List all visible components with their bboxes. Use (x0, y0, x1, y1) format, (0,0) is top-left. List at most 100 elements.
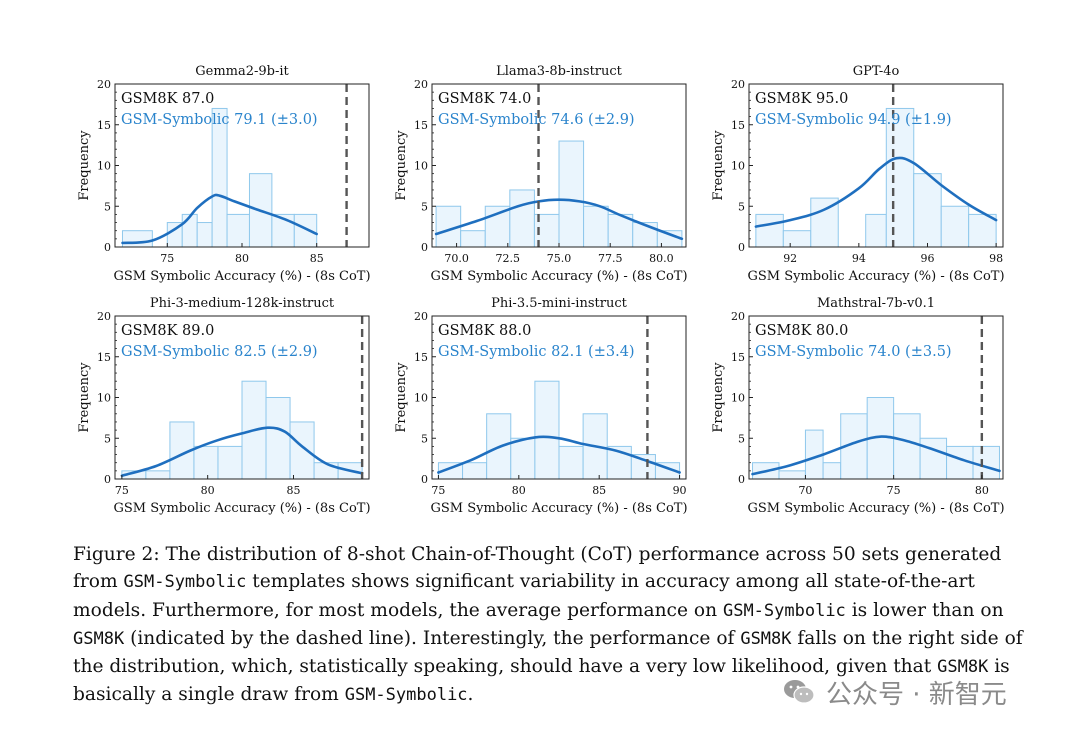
x-tick-label: 75 (431, 484, 445, 497)
watermark: 公众号 · 新智元 (782, 672, 1007, 712)
y-tick-label: 20 (97, 78, 111, 91)
histogram-panel: 0 5 10 15 20 75 80 85 90 Phi-3.5-mini-instruct GSM… (394, 296, 688, 516)
histogram-bar (755, 213, 784, 248)
histogram-panel: 0 5 10 15 20 92 94 96 98 GPT-4o GSM Symbolic Accur… (711, 64, 1005, 284)
histogram-bar (534, 380, 560, 480)
histogram-bar (913, 173, 942, 248)
histogram-bar (558, 445, 584, 480)
x-tick-label: 92 (783, 252, 797, 265)
x-tick-label: 80 (201, 484, 215, 497)
wechat-icon (784, 680, 815, 704)
gsm-symbolic-annotation: GSM-Symbolic 79.1 (±3.0) (121, 112, 318, 128)
caption-code: GSM8K (740, 628, 792, 649)
y-tick-label: 0 (421, 241, 428, 254)
caption-code: GSM-Symbolic (722, 600, 846, 621)
y-tick-label: 10 (97, 160, 111, 173)
histogram-bar (265, 397, 291, 480)
kde-curve (121, 193, 318, 245)
x-tick-label: 70 (798, 484, 812, 497)
x-axis-label: GSM Symbolic Accuracy (%) - (8s CoT) (113, 501, 370, 516)
histogram-bar (462, 462, 488, 480)
y-axis-label: Frequency (394, 362, 409, 433)
kde-curve (754, 156, 998, 228)
chart-title: Phi-3.5-mini-instruct (491, 296, 627, 311)
y-tick-label: 20 (731, 78, 745, 91)
y-tick-label: 5 (104, 200, 111, 213)
gsm8k-annotation: GSM8K 87.0 (121, 91, 214, 107)
histogram-bar (940, 205, 970, 248)
caption-text: is basically a single draw from (73, 656, 1010, 706)
x-tick-label: 75 (887, 484, 901, 497)
x-axis-label: GSM Symbolic Accuracy (%) - (8s CoT) (113, 269, 370, 284)
kde-curve (434, 198, 684, 241)
histogram-bar (885, 107, 915, 248)
figure-caption: Figure 2: The distribution of 8-shot Cha… (73, 541, 1023, 710)
y-tick-label: 0 (421, 473, 428, 486)
histogram-bar (782, 230, 812, 248)
histogram-panel: 0 5 10 15 20 70 75 80 Mathstral-7b-v0.1 GSM Symbo… (711, 296, 1005, 516)
caption-code: GSM-Symbolic (344, 685, 468, 706)
y-tick-label: 0 (738, 473, 745, 486)
caption-text: falls on the right side of the distribut… (73, 627, 1023, 678)
y-tick-label: 20 (731, 310, 745, 323)
caption-code: GSM8K (937, 657, 989, 678)
y-axis-label: Frequency (394, 130, 409, 201)
gsm8k-annotation: GSM8K 95.0 (755, 91, 848, 107)
histogram-bar (509, 189, 535, 248)
chart-title: Gemma2-9b-it (195, 64, 289, 79)
y-axis-label: Frequency (711, 130, 726, 201)
histogram-bar (810, 197, 839, 248)
y-tick-label: 10 (414, 392, 428, 405)
kde-curve (751, 435, 1001, 476)
y-axis-label: Frequency (77, 130, 92, 201)
histogram-bar (630, 454, 656, 480)
x-tick-label: 98 (989, 252, 1003, 265)
x-axis-label: GSM Symbolic Accuracy (%) - (8s CoT) (747, 269, 1004, 284)
y-tick-label: 20 (414, 78, 428, 91)
caption-text: . (467, 684, 474, 706)
y-axis-label: Frequency (711, 362, 726, 433)
x-tick-label: 75.0 (547, 252, 572, 265)
x-tick-label: 85 (286, 484, 300, 497)
y-tick-label: 15 (414, 119, 428, 132)
histogram-bar (865, 213, 887, 248)
y-tick-label: 15 (731, 351, 745, 364)
y-tick-label: 20 (97, 310, 111, 323)
y-tick-label: 10 (97, 392, 111, 405)
gsm-symbolic-annotation: GSM-Symbolic 82.1 (±3.4) (438, 344, 635, 360)
x-axis-label: GSM Symbolic Accuracy (%) - (8s CoT) (430, 501, 687, 516)
gsm8k-annotation: GSM8K 88.0 (438, 323, 531, 339)
histogram-bar (196, 222, 213, 248)
x-tick-label: 85 (310, 252, 324, 265)
kde-curve (120, 426, 364, 477)
gsm8k-annotation: GSM8K 74.0 (438, 91, 531, 107)
gsm-symbolic-annotation: GSM-Symbolic 82.5 (±2.9) (121, 344, 318, 360)
y-tick-label: 5 (421, 200, 428, 213)
y-tick-label: 5 (104, 432, 111, 445)
y-tick-label: 15 (97, 351, 111, 364)
y-tick-label: 10 (731, 392, 745, 405)
gsm8k-annotation: GSM8K 89.0 (121, 323, 214, 339)
figure-panels: 0 5 10 15 20 75 80 85 Gemma2-9b-it GSM Symbolic A… (77, 64, 1005, 516)
histogram-bar (211, 107, 228, 248)
x-tick-label: 77.5 (598, 252, 623, 265)
y-tick-label: 15 (731, 119, 745, 132)
caption-text: Figure 2: The distribution of 8-shot Cha… (73, 544, 1002, 593)
gsm-symbolic-annotation: GSM-Symbolic 74.0 (±3.5) (755, 344, 952, 360)
x-tick-label: 70.0 (444, 252, 469, 265)
histogram-bar (293, 213, 318, 248)
gsm8k-annotation: GSM8K 80.0 (755, 323, 848, 339)
gsm-symbolic-annotation: GSM-Symbolic 94.9 (±1.9) (755, 112, 952, 128)
y-tick-label: 5 (738, 200, 745, 213)
histogram-bar (181, 213, 198, 248)
y-tick-label: 15 (97, 119, 111, 132)
y-tick-label: 5 (421, 432, 428, 445)
histogram-bar (313, 462, 339, 480)
histogram-bar (558, 140, 585, 248)
histogram-panel: 0 5 10 15 20 75 80 85 Gemma2-9b-it GSM Symbolic A… (77, 64, 371, 284)
x-tick-label: 94 (852, 252, 866, 265)
x-tick-label: 85 (592, 484, 606, 497)
gsm-symbolic-annotation: GSM-Symbolic 74.6 (±2.9) (438, 112, 635, 128)
histogram-bar (226, 213, 250, 248)
chart-title: Phi-3-medium-128k-instruct (150, 296, 335, 311)
